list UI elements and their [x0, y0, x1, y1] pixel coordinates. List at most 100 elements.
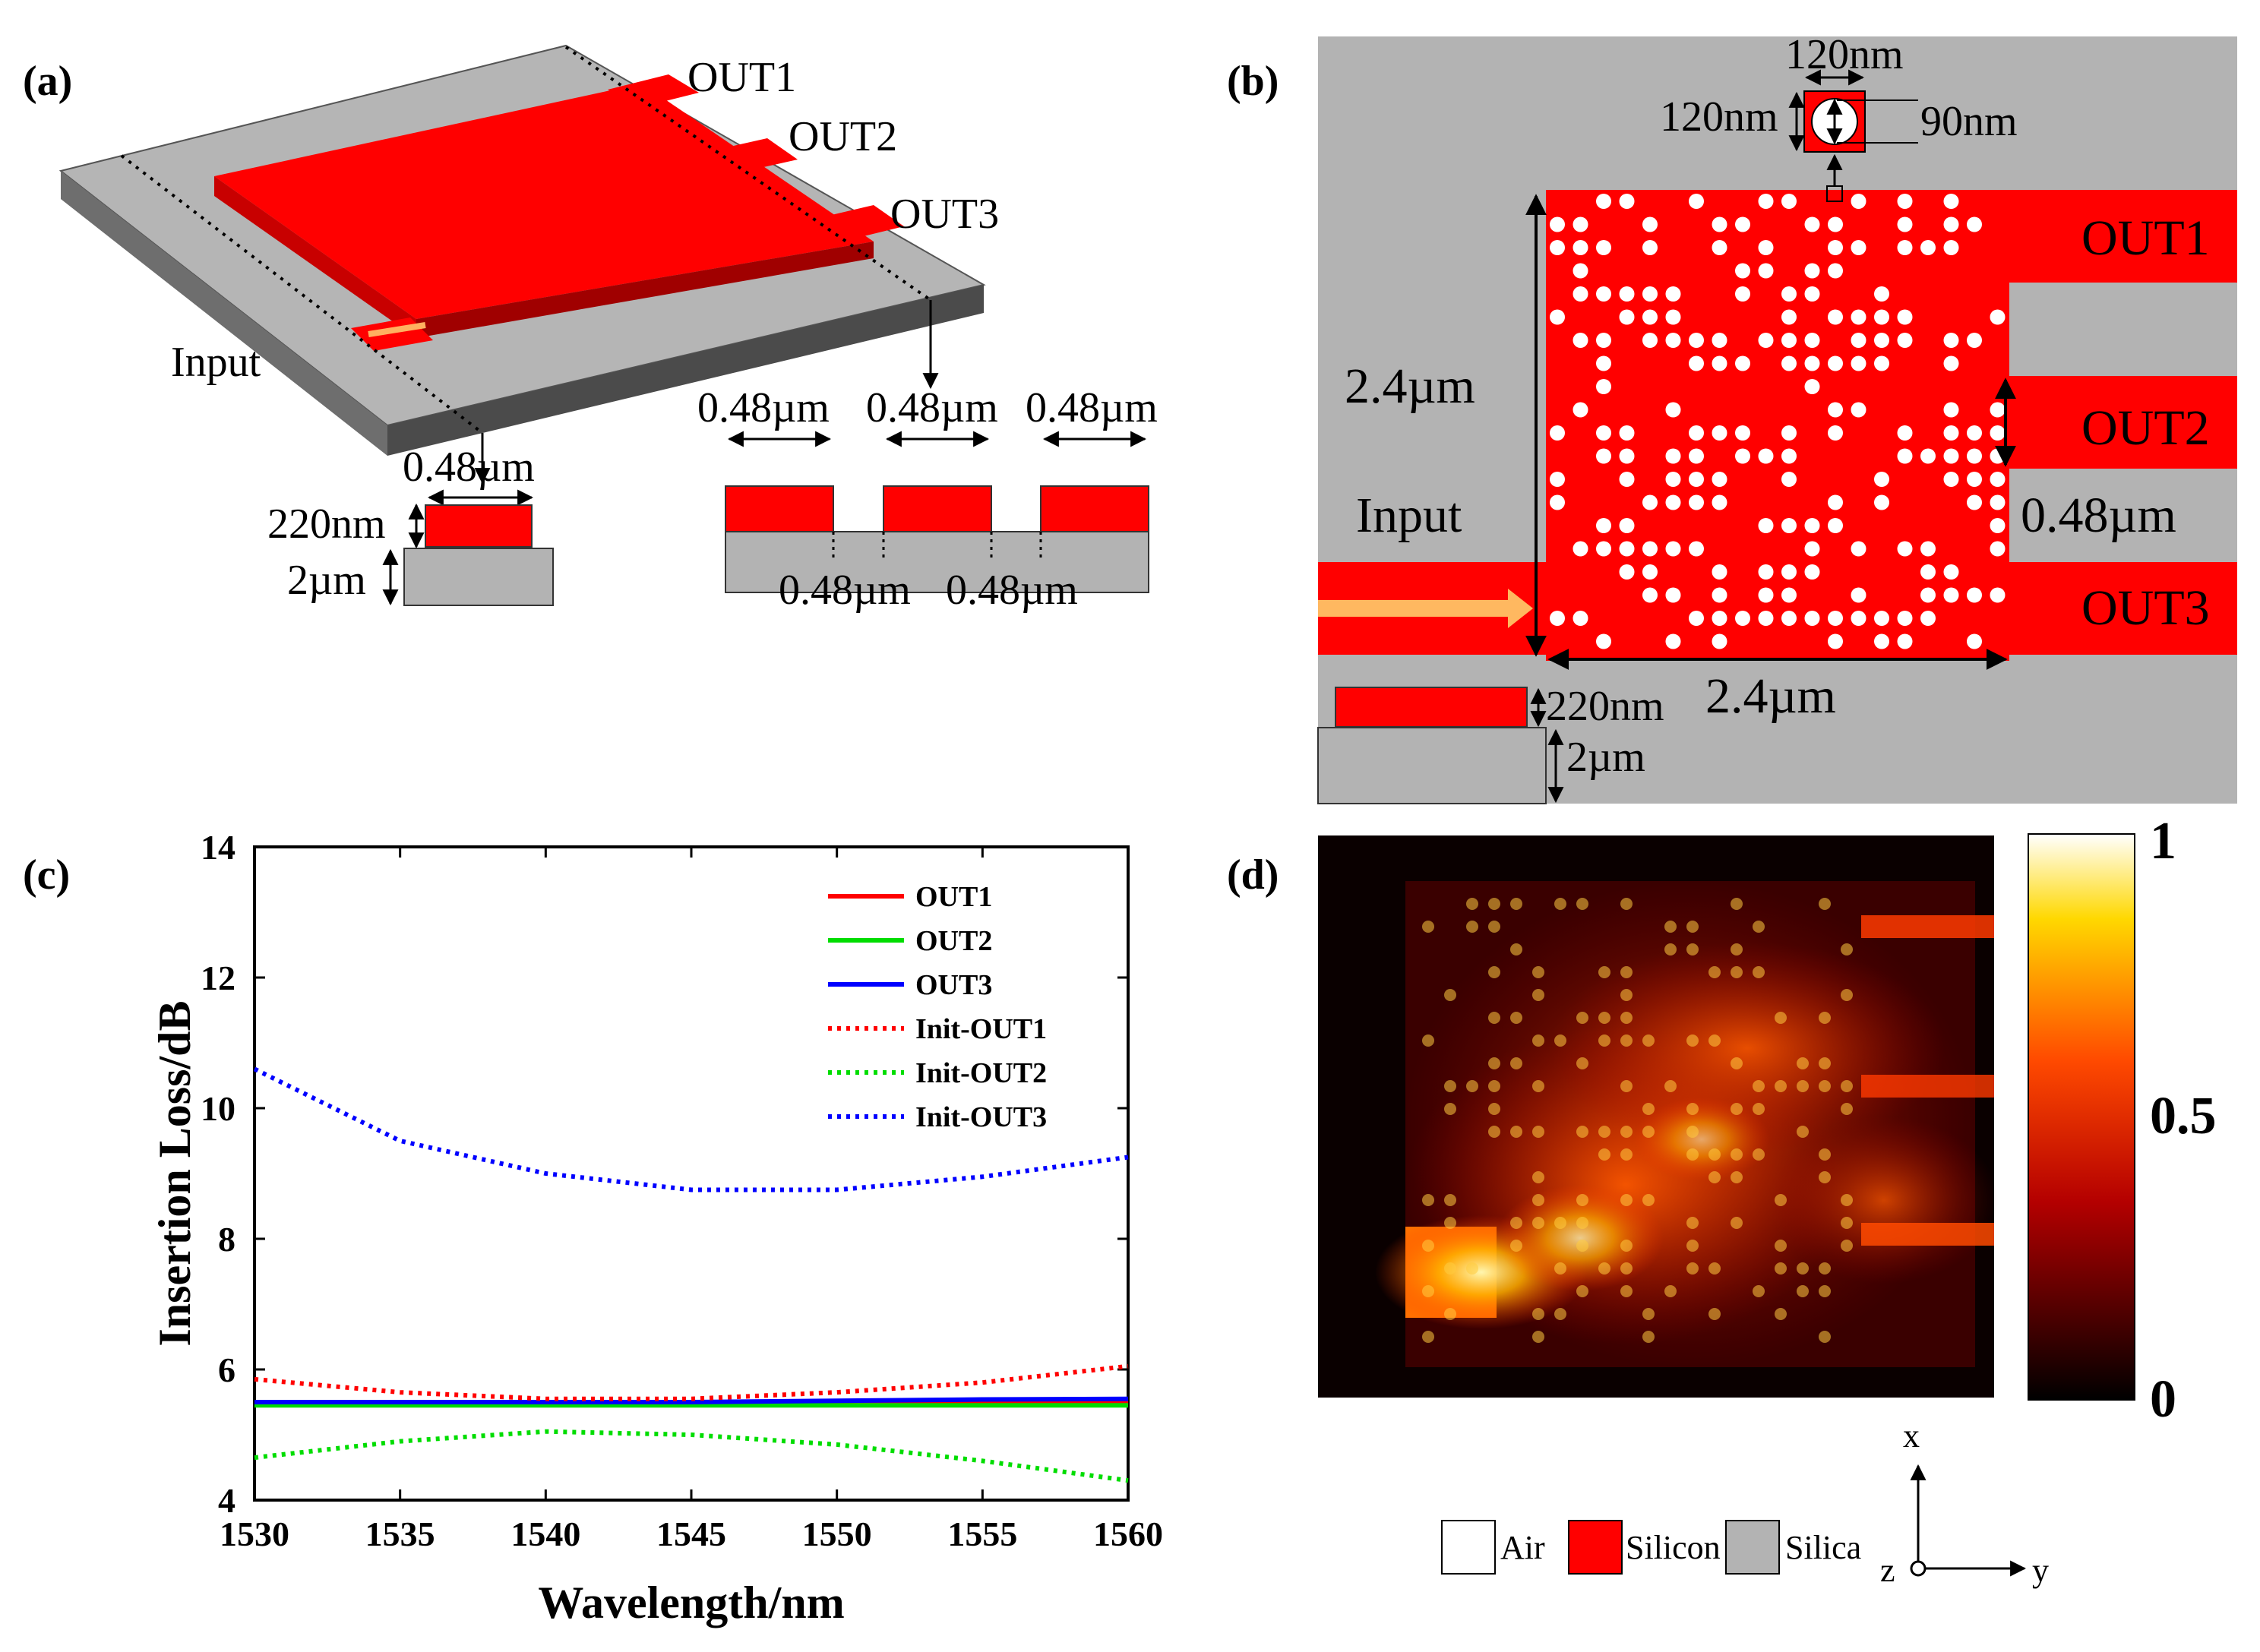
- field-hole: [1466, 1080, 1478, 1092]
- air-hole: [1851, 355, 1866, 371]
- air-hole: [1897, 633, 1913, 649]
- air-hole: [1665, 402, 1681, 418]
- right-gap-2: 0.48µm: [946, 567, 1078, 614]
- air-hole: [1781, 611, 1797, 626]
- air-hole: [1943, 564, 1959, 580]
- field-hole: [1422, 1331, 1434, 1343]
- air-hole: [1596, 541, 1611, 557]
- field-hole: [1532, 989, 1544, 1001]
- air-hole: [1689, 333, 1704, 348]
- air-hole: [1851, 309, 1866, 325]
- field-hole: [1510, 943, 1522, 956]
- air-hole: [1619, 194, 1635, 209]
- air-hole: [1596, 355, 1611, 371]
- field-hole: [1466, 1262, 1478, 1275]
- air-hole: [1920, 587, 1936, 603]
- x-tick-label: 1540: [510, 1515, 580, 1553]
- air-hole: [1920, 611, 1936, 626]
- air-hole: [1804, 379, 1820, 394]
- air-hole: [1712, 216, 1727, 232]
- field-hole: [1532, 1126, 1544, 1138]
- air-hole: [1828, 402, 1843, 418]
- air-hole: [1828, 240, 1843, 255]
- field-hole: [1620, 1148, 1633, 1161]
- air-hole: [1573, 541, 1588, 557]
- field-hole: [1532, 1308, 1544, 1320]
- panel-d-label: (d): [1227, 851, 1279, 899]
- air-hole: [1781, 333, 1797, 348]
- field-hole: [1576, 1012, 1588, 1024]
- field-hole: [1466, 898, 1478, 910]
- right-silicon-block-3: [1040, 485, 1149, 532]
- region-height-label: 2.4µm: [1345, 359, 1475, 414]
- field-hole: [1775, 1262, 1787, 1275]
- field-hole: [1554, 1217, 1566, 1229]
- silicon-slab-top: [214, 84, 874, 319]
- field-hole: [1753, 1285, 1765, 1297]
- air-hole: [1550, 240, 1565, 255]
- field-hole: [1598, 1148, 1610, 1161]
- air-hole: [1758, 194, 1774, 209]
- field-hole: [1708, 1148, 1721, 1161]
- field-hole: [1598, 1262, 1610, 1275]
- series-line: [254, 1429, 1129, 1483]
- field-hole: [1532, 1080, 1544, 1092]
- field-hole: [1731, 966, 1743, 978]
- field-hole: [1664, 1285, 1677, 1297]
- air-hole: [1943, 240, 1959, 255]
- input-label: Input: [171, 339, 261, 386]
- field-hole: [1554, 898, 1566, 910]
- field-hole: [1731, 943, 1743, 956]
- field-hole: [1731, 1057, 1743, 1069]
- air-hole: [1874, 286, 1889, 302]
- left-silica-thickness: 2µm: [287, 557, 366, 604]
- air-hole: [1619, 564, 1635, 580]
- x-axis-label: Wavelength/nm: [538, 1578, 844, 1628]
- left-si-thickness: 220nm: [267, 501, 386, 548]
- field-hole: [1576, 1126, 1588, 1138]
- out3-label: OUT3: [890, 191, 999, 238]
- field-hole: [1708, 1034, 1721, 1047]
- left-silica-block: [403, 548, 554, 606]
- input-arrow-icon: [1318, 589, 1533, 628]
- field-hole: [1664, 943, 1677, 956]
- air-hole: [1596, 240, 1611, 255]
- air-hole: [1967, 472, 1982, 487]
- field-hole: [1576, 1057, 1588, 1069]
- air-hole: [1851, 402, 1866, 418]
- air-hole: [1550, 494, 1565, 510]
- field-hole: [1422, 1285, 1434, 1297]
- axis-y-label: y: [2032, 1552, 2049, 1589]
- air-hole: [1712, 240, 1727, 255]
- field-hole: [1532, 1171, 1544, 1183]
- field-hole: [1598, 1012, 1610, 1024]
- out3-waveguide: [809, 205, 904, 242]
- field-hole: [1841, 1103, 1853, 1115]
- legend-label: Init-OUT3: [915, 1101, 1047, 1133]
- air-hole: [1689, 355, 1704, 371]
- panel-c-label: (c): [23, 851, 70, 899]
- field-hole: [1819, 1080, 1831, 1092]
- air-hole: [1897, 194, 1913, 209]
- air-hole: [1943, 448, 1959, 464]
- field-hole: [1841, 989, 1853, 1001]
- air-hole: [1828, 355, 1843, 371]
- silicon-slab-front: [416, 242, 874, 338]
- colorbar-tick-max: 1: [2150, 812, 2176, 870]
- air-hole: [1550, 309, 1565, 325]
- field-hole: [1510, 1057, 1522, 1069]
- air-hole: [1689, 611, 1704, 626]
- field-hole: [1488, 1012, 1500, 1024]
- b-si-thickness: 220nm: [1546, 683, 1664, 730]
- air-hole: [1758, 611, 1774, 626]
- air-hole: [1990, 541, 2006, 557]
- y-tick-label: 14: [201, 828, 235, 867]
- air-hole: [1874, 633, 1889, 649]
- field-hole: [1642, 1194, 1655, 1206]
- field-hole: [1510, 1126, 1522, 1138]
- field-hole: [1775, 1240, 1787, 1252]
- legend-label: Init-OUT2: [915, 1057, 1047, 1089]
- chart-series: [253, 1066, 1129, 1483]
- field-hole: [1422, 921, 1434, 933]
- left-silicon-block: [425, 504, 533, 548]
